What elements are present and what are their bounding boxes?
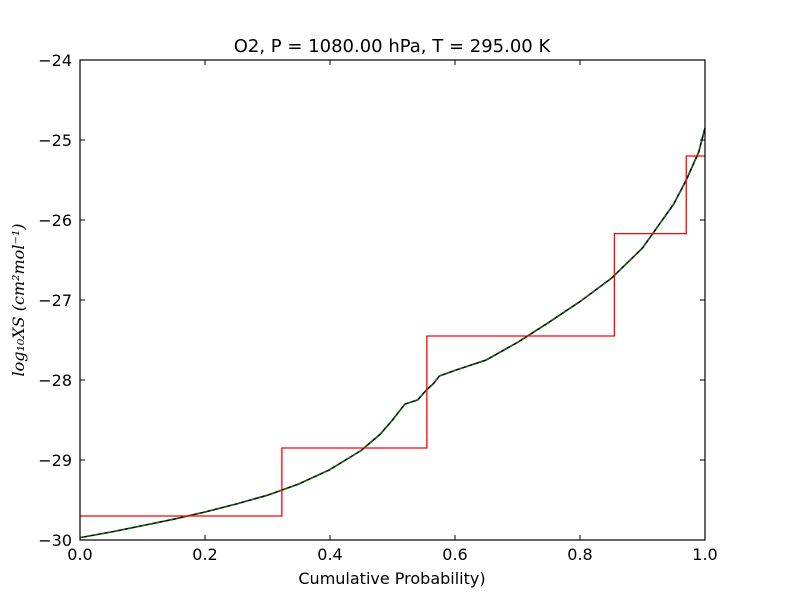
x-tick-label: 0.6: [442, 545, 467, 564]
y-axis-label: log₁₀XS (cm²mol⁻¹): [9, 223, 28, 376]
y-tick-label: −30: [38, 531, 72, 550]
x-tick-label: 0.8: [567, 545, 592, 564]
series-line-curve-overlay: [79, 127, 706, 539]
y-tick-label: −27: [38, 291, 72, 310]
y-tick-label: −24: [38, 51, 72, 70]
x-tick-label: 0.4: [317, 545, 342, 564]
series-line-step: [80, 155, 705, 517]
y-tick-label: −26: [38, 211, 72, 230]
y-tick-label: −29: [38, 451, 72, 470]
chart-title: O2, P = 1080.00 hPa, T = 295.00 K: [234, 36, 552, 57]
y-tick-label: −28: [38, 371, 72, 390]
y-tick-label: −25: [38, 131, 72, 150]
y-axis: −30 −29 −28 −27 −26 −25 −24: [38, 51, 705, 550]
x-tick-label: 0.2: [192, 545, 217, 564]
x-tick-label: 0.0: [67, 545, 92, 564]
x-tick-label: 1.0: [692, 545, 717, 564]
x-axis-label: Cumulative Probability): [298, 569, 485, 588]
plot-area: [79, 127, 706, 539]
x-axis: 0.0 0.2 0.4 0.6 0.8 1.0: [67, 60, 718, 564]
